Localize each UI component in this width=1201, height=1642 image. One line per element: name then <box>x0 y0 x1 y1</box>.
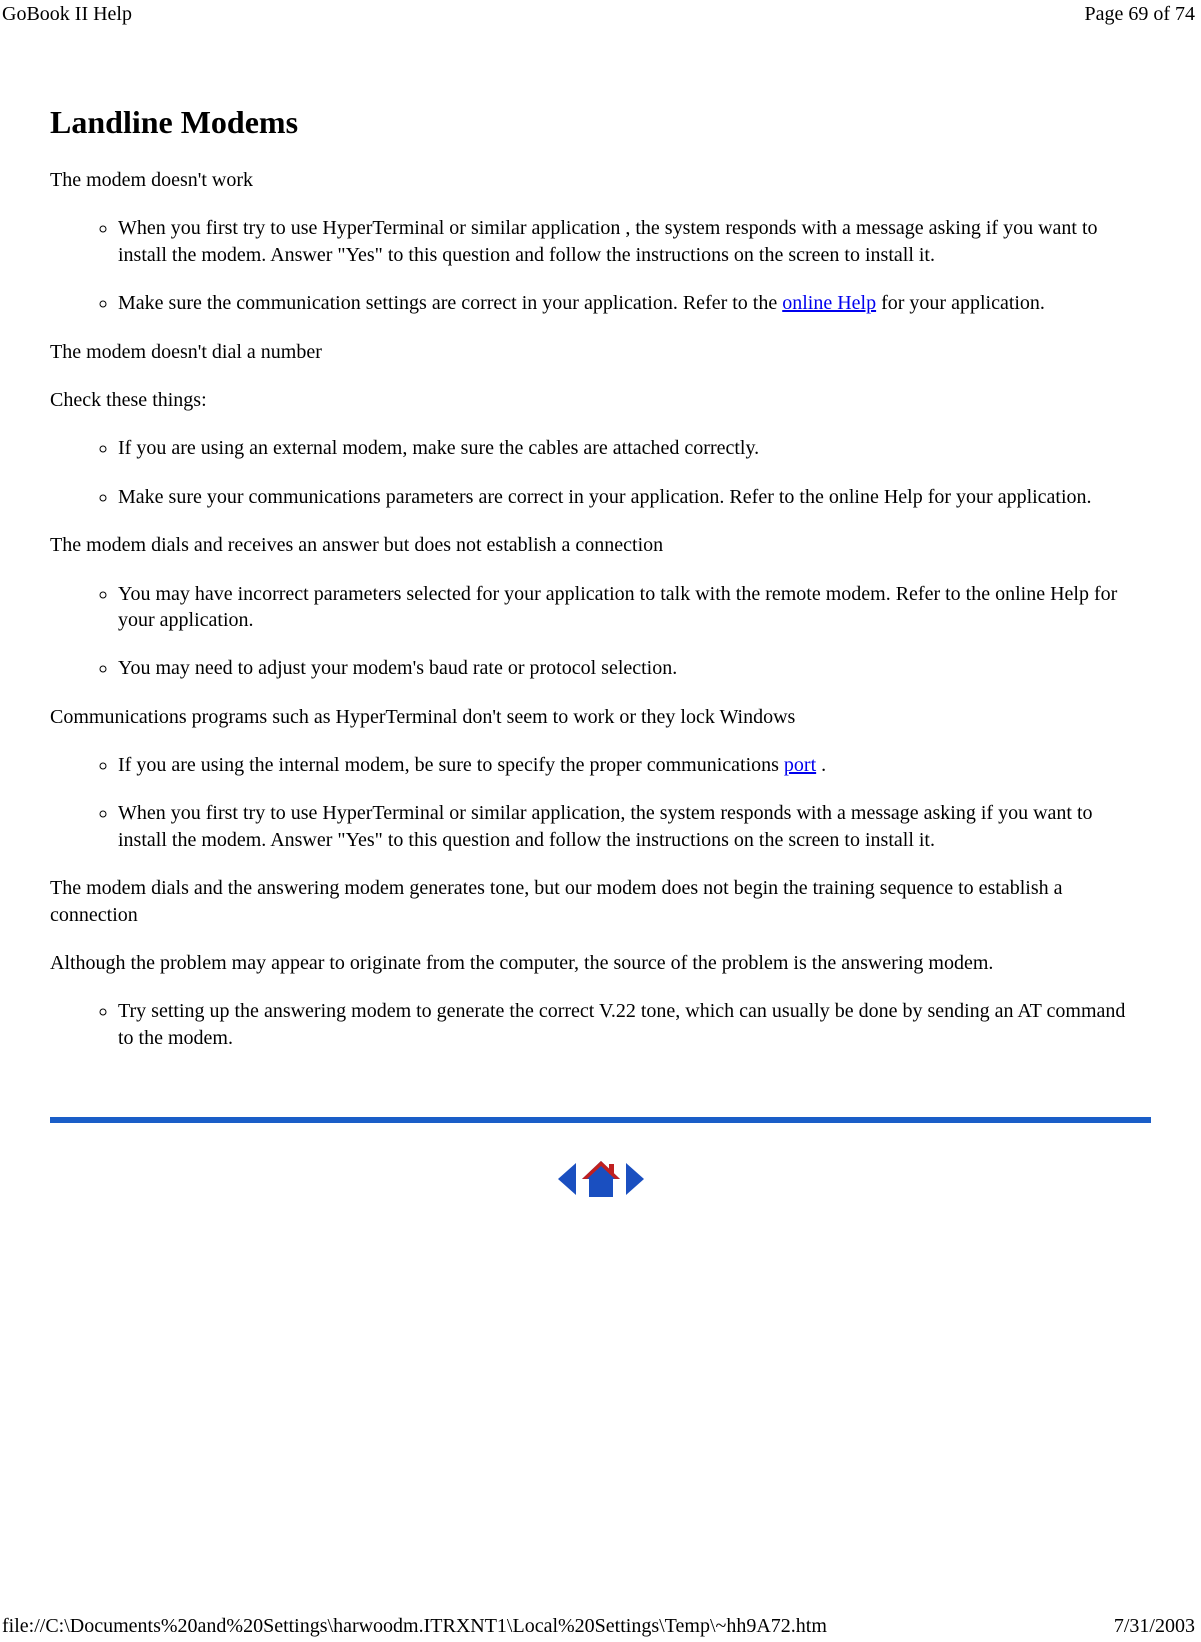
text-fragment: . <box>816 754 826 776</box>
list-item: Make sure your communications parameters… <box>118 484 1151 510</box>
header-left: GoBook II Help <box>2 3 132 26</box>
section-subtext: Check these things: <box>50 387 1151 413</box>
content-area: Landline Modems The modem doesn't work W… <box>0 26 1201 1093</box>
bullet-list: You may have incorrect parameters select… <box>50 581 1151 682</box>
online-help-link[interactable]: online Help <box>782 292 876 314</box>
section-heading: The modem dials and receives an answer b… <box>50 532 1151 558</box>
footer-right: 7/31/2003 <box>1114 1615 1195 1638</box>
footer-left: file://C:\Documents%20and%20Settings\har… <box>2 1615 827 1638</box>
text-fragment: Make sure the communication settings are… <box>118 292 782 314</box>
header-right: Page 69 of 74 <box>1084 3 1195 26</box>
home-icon[interactable] <box>582 1161 620 1197</box>
list-item: You may have incorrect parameters select… <box>118 581 1151 634</box>
section-heading: Communications programs such as HyperTer… <box>50 704 1151 730</box>
list-item: Make sure the communication settings are… <box>118 290 1151 316</box>
nav-icon-group <box>542 1157 660 1201</box>
list-item: You may need to adjust your modem's baud… <box>118 655 1151 681</box>
section-heading: The modem dials and the answering modem … <box>50 875 1151 928</box>
bullet-list: Try setting up the answering modem to ge… <box>50 998 1151 1051</box>
list-item: When you first try to use HyperTerminal … <box>118 215 1151 268</box>
nav-icons <box>0 1157 1201 1201</box>
list-item: If you are using the internal modem, be … <box>118 752 1151 778</box>
bullet-list: If you are using the internal modem, be … <box>50 752 1151 853</box>
section-subtext: Although the problem may appear to origi… <box>50 950 1151 976</box>
text-fragment: for your application. <box>876 292 1045 314</box>
page-header: GoBook II Help Page 69 of 74 <box>0 0 1201 26</box>
text-fragment: If you are using the internal modem, be … <box>118 754 784 776</box>
section-heading: The modem doesn't work <box>50 167 1151 193</box>
list-item: Try setting up the answering modem to ge… <box>118 998 1151 1051</box>
next-arrow-icon[interactable] <box>626 1163 644 1195</box>
section-heading: The modem doesn't dial a number <box>50 339 1151 365</box>
bullet-list: If you are using an external modem, make… <box>50 435 1151 510</box>
page-title: Landline Modems <box>50 104 1151 141</box>
bullet-list: When you first try to use HyperTerminal … <box>50 215 1151 316</box>
port-link[interactable]: port <box>784 754 816 776</box>
list-item: When you first try to use HyperTerminal … <box>118 800 1151 853</box>
prev-arrow-icon[interactable] <box>558 1163 576 1195</box>
list-item: If you are using an external modem, make… <box>118 435 1151 461</box>
divider-bar <box>50 1117 1151 1123</box>
page-footer: file://C:\Documents%20and%20Settings\har… <box>0 1615 1201 1638</box>
